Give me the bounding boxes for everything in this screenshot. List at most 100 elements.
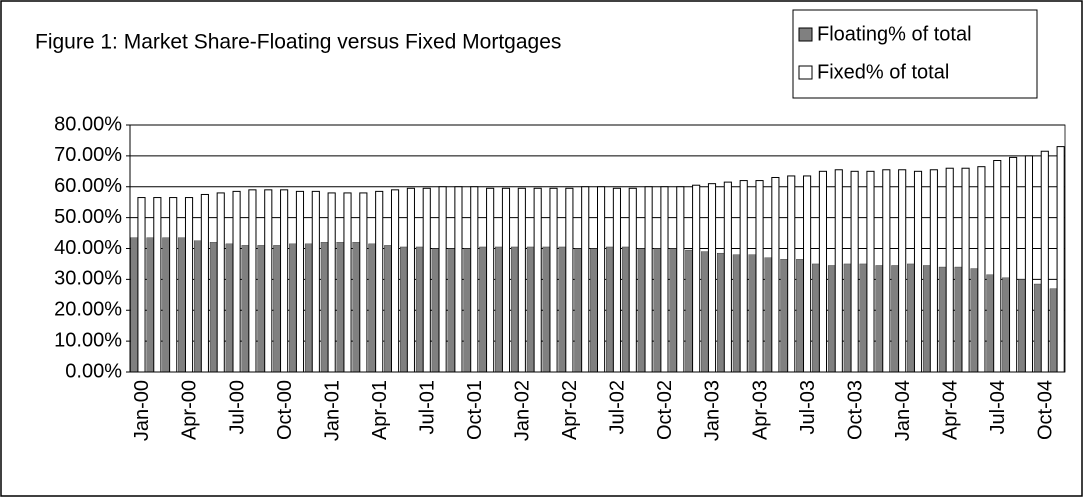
- bar: [526, 246, 535, 373]
- bar: [241, 245, 250, 373]
- bar: [1018, 279, 1026, 373]
- bar: [280, 189, 289, 373]
- bar: [153, 197, 162, 373]
- plot-frame: [129, 124, 1066, 373]
- bar: [875, 265, 883, 373]
- bar: [146, 237, 154, 373]
- bar: [818, 170, 827, 373]
- bar: [574, 248, 582, 373]
- bar: [390, 189, 400, 373]
- bar: [590, 248, 598, 373]
- bar: [812, 263, 820, 373]
- legend-label: Fixed% of total: [817, 61, 949, 83]
- x-tick-label: Oct-03: [844, 380, 866, 440]
- bar: [184, 197, 194, 373]
- bar: [970, 268, 978, 373]
- legend-swatch: [798, 65, 813, 80]
- bar: [771, 176, 780, 373]
- bar: [200, 193, 209, 373]
- bar: [549, 187, 558, 373]
- bar: [454, 186, 463, 373]
- bar: [859, 263, 868, 373]
- chart-title: Figure 1: Market Share-Floating versus F…: [35, 31, 561, 54]
- bar: [162, 237, 170, 373]
- bar: [438, 186, 447, 373]
- x-tick-label: Apr-01: [369, 380, 391, 440]
- bar: [692, 184, 701, 373]
- bar: [755, 180, 764, 373]
- bar: [431, 248, 440, 373]
- bar: [907, 263, 915, 373]
- bar: [406, 187, 415, 373]
- bar: [1049, 288, 1058, 373]
- bar: [304, 243, 313, 373]
- bar: [866, 170, 875, 373]
- bar: [1024, 155, 1034, 373]
- bar: [882, 169, 891, 373]
- bar: [621, 246, 630, 373]
- bar: [938, 266, 947, 373]
- bar: [581, 186, 590, 373]
- bar: [225, 243, 234, 373]
- bar: [945, 167, 954, 373]
- bar: [400, 246, 408, 373]
- bar: [501, 187, 511, 373]
- bar: [510, 246, 519, 373]
- bar: [898, 169, 907, 373]
- bar: [834, 169, 843, 373]
- bar: [977, 166, 986, 373]
- bar: [352, 242, 360, 373]
- bar: [701, 251, 709, 373]
- x-tick-label: Apr-03: [749, 380, 771, 440]
- bar: [486, 187, 495, 373]
- bar: [739, 180, 748, 373]
- y-tick-label: 50.00%: [54, 206, 122, 228]
- bar: [209, 242, 218, 373]
- bar: [216, 192, 225, 373]
- bar: [891, 265, 899, 373]
- bar: [248, 189, 257, 373]
- bar: [986, 274, 994, 373]
- bar: [470, 186, 479, 373]
- bar: [764, 257, 772, 373]
- bar: [803, 175, 812, 373]
- bar: [320, 242, 329, 373]
- bar: [359, 192, 368, 373]
- bar: [463, 248, 471, 373]
- bar: [1033, 283, 1042, 373]
- bar: [375, 190, 384, 373]
- x-tick-label: Oct-00: [274, 380, 296, 440]
- bar: [716, 252, 725, 373]
- bar: [954, 266, 963, 373]
- bar: [273, 245, 281, 373]
- bar: [850, 170, 859, 373]
- bar: [415, 246, 424, 373]
- bar: [232, 190, 241, 373]
- legend-label: Floating% of total: [817, 23, 972, 45]
- bar: [597, 186, 606, 373]
- x-tick-label: Oct-01: [464, 380, 486, 440]
- bar: [606, 246, 614, 373]
- bar: [311, 190, 320, 373]
- bar: [1056, 146, 1065, 373]
- bar: [732, 254, 741, 373]
- bar: [961, 167, 970, 373]
- bar: [660, 186, 669, 373]
- bar: [780, 259, 788, 373]
- bar: [336, 242, 345, 373]
- bar: [787, 175, 796, 373]
- x-tick-label: Jan-03: [702, 380, 724, 441]
- bar: [676, 186, 685, 373]
- bar: [517, 187, 526, 373]
- bar: [685, 249, 693, 373]
- bar: [343, 192, 352, 373]
- bar: [707, 183, 717, 373]
- x-tick-label: Jan-01: [321, 380, 343, 441]
- bar: [257, 245, 265, 373]
- bar: [264, 189, 273, 373]
- bar: [612, 187, 621, 373]
- bar: [289, 243, 297, 373]
- bar: [843, 263, 852, 373]
- y-tick-label: 80.00%: [54, 113, 122, 135]
- bar: [422, 187, 431, 373]
